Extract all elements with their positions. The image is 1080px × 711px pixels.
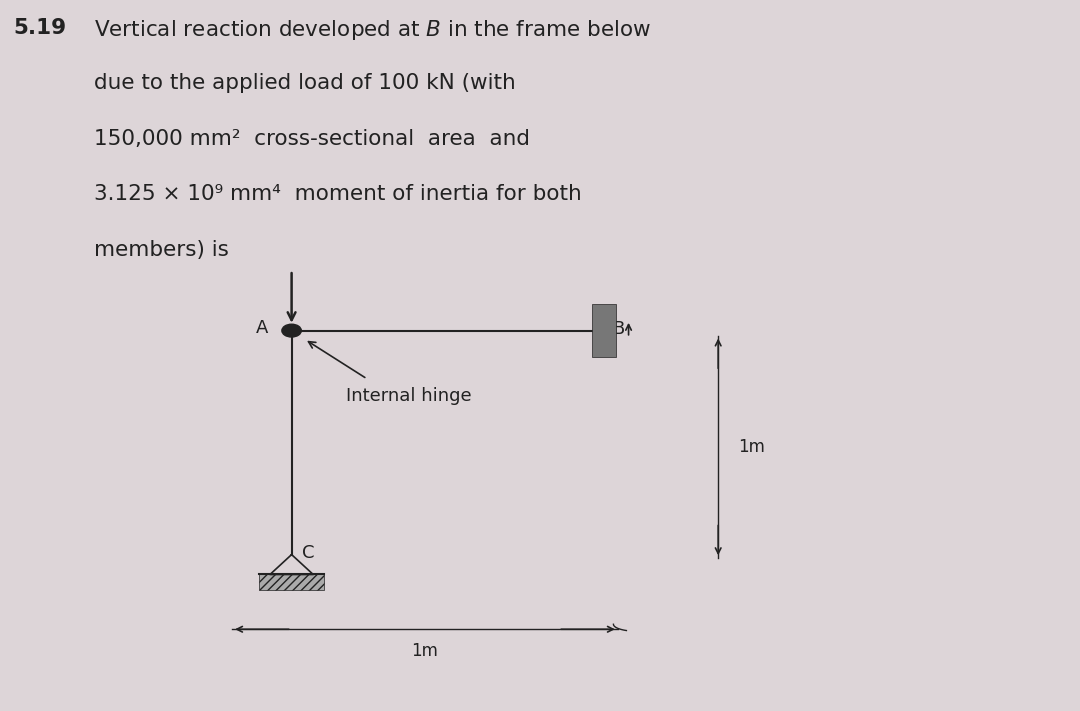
Text: 1m: 1m	[411, 642, 438, 660]
Text: B: B	[612, 320, 624, 338]
Text: due to the applied load of 100 kN (with: due to the applied load of 100 kN (with	[94, 73, 516, 93]
Text: members) is: members) is	[94, 240, 229, 260]
Text: 5.19: 5.19	[13, 18, 66, 38]
Text: 1m: 1m	[738, 438, 765, 456]
Bar	[259, 574, 324, 590]
Text: Internal hinge: Internal hinge	[346, 387, 471, 405]
Text: Vertical reaction developed at $\mathit{B}$ in the frame below: Vertical reaction developed at $\mathit{…	[94, 18, 651, 42]
Bar	[592, 304, 616, 357]
Text: 3.125 × 10⁹ mm⁴  moment of inertia for both: 3.125 × 10⁹ mm⁴ moment of inertia for bo…	[94, 184, 582, 204]
Circle shape	[282, 324, 301, 337]
Text: C: C	[302, 544, 315, 562]
Text: 150,000 mm²  cross-sectional  area  and: 150,000 mm² cross-sectional area and	[94, 129, 530, 149]
Text: A: A	[256, 319, 268, 338]
